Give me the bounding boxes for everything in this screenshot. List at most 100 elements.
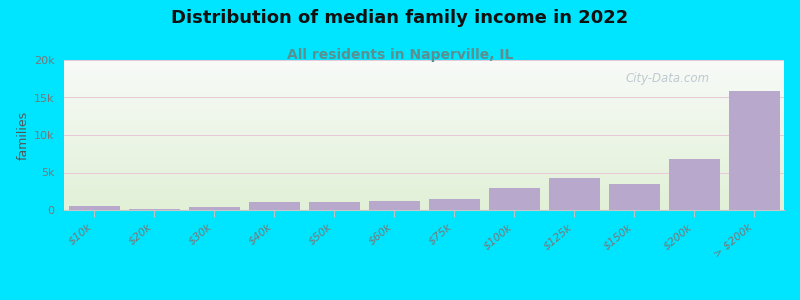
Bar — [64, 196, 784, 197]
Bar — [64, 152, 784, 153]
Bar — [64, 182, 784, 183]
Bar — [64, 85, 784, 86]
Bar — [249, 202, 299, 210]
Bar — [64, 149, 784, 150]
Bar — [64, 205, 784, 206]
Bar — [64, 172, 784, 173]
Bar — [64, 128, 784, 129]
Bar — [64, 159, 784, 160]
Bar — [64, 166, 784, 167]
Bar — [64, 89, 784, 90]
Bar — [64, 86, 784, 87]
Bar — [129, 209, 179, 210]
Bar — [64, 187, 784, 188]
Bar — [64, 175, 784, 176]
Bar — [64, 177, 784, 178]
Bar — [64, 112, 784, 113]
Bar — [64, 135, 784, 136]
Bar — [64, 178, 784, 179]
Bar — [64, 169, 784, 170]
Bar — [64, 162, 784, 163]
Bar — [64, 161, 784, 162]
Bar — [64, 147, 784, 148]
Bar — [64, 129, 784, 130]
Bar — [64, 183, 784, 184]
Bar — [64, 164, 784, 165]
Bar — [64, 88, 784, 89]
Bar — [64, 200, 784, 201]
Bar — [64, 74, 784, 75]
Bar — [64, 71, 784, 72]
Bar — [64, 92, 784, 93]
Bar — [64, 109, 784, 110]
Bar — [64, 127, 784, 128]
Bar — [64, 142, 784, 143]
Bar — [64, 186, 784, 187]
Bar — [64, 130, 784, 131]
Bar — [64, 174, 784, 175]
Bar — [64, 138, 784, 139]
Bar — [64, 136, 784, 137]
Bar — [64, 73, 784, 74]
Bar — [64, 79, 784, 80]
Bar — [64, 168, 784, 169]
Bar — [64, 66, 784, 67]
Bar — [64, 78, 784, 79]
Bar — [64, 100, 784, 101]
Bar — [64, 206, 784, 207]
Bar — [64, 114, 784, 115]
Bar — [64, 155, 784, 156]
Bar — [609, 184, 659, 210]
Bar — [64, 119, 784, 120]
Bar — [64, 83, 784, 84]
Bar — [64, 126, 784, 127]
Bar — [429, 199, 479, 210]
Bar — [369, 201, 419, 210]
Bar — [64, 100, 784, 101]
Bar — [64, 163, 784, 164]
Bar — [64, 117, 784, 118]
Bar — [64, 193, 784, 194]
Bar — [64, 204, 784, 205]
Bar — [64, 143, 784, 144]
Bar — [64, 124, 784, 125]
Bar — [64, 94, 784, 95]
Bar — [64, 84, 784, 85]
Bar — [64, 118, 784, 119]
Bar — [64, 190, 784, 191]
Bar — [64, 80, 784, 81]
Bar — [64, 207, 784, 208]
Bar — [64, 102, 784, 103]
Bar — [64, 202, 784, 203]
Bar — [64, 60, 784, 61]
Bar — [64, 93, 784, 94]
Bar — [69, 206, 119, 210]
Bar — [64, 120, 784, 121]
Bar — [64, 61, 784, 62]
Bar — [64, 140, 784, 141]
Bar — [64, 105, 784, 106]
Bar — [64, 191, 784, 192]
Bar — [64, 184, 784, 185]
Bar — [64, 154, 784, 155]
Bar — [64, 62, 784, 63]
Bar — [64, 65, 784, 66]
Bar — [64, 176, 784, 177]
Bar — [64, 180, 784, 181]
Bar — [64, 69, 784, 70]
Text: All residents in Naperville, IL: All residents in Naperville, IL — [287, 48, 513, 62]
Bar — [64, 194, 784, 195]
Bar — [64, 158, 784, 159]
Bar — [64, 68, 784, 69]
Bar — [64, 91, 784, 92]
Bar — [64, 197, 784, 198]
Bar — [489, 188, 539, 210]
Bar — [64, 170, 784, 171]
Bar — [64, 134, 784, 135]
Bar — [64, 160, 784, 161]
Bar — [64, 90, 784, 91]
Text: Distribution of median family income in 2022: Distribution of median family income in … — [171, 9, 629, 27]
Bar — [64, 181, 784, 182]
Bar — [64, 121, 784, 122]
Bar — [64, 171, 784, 172]
